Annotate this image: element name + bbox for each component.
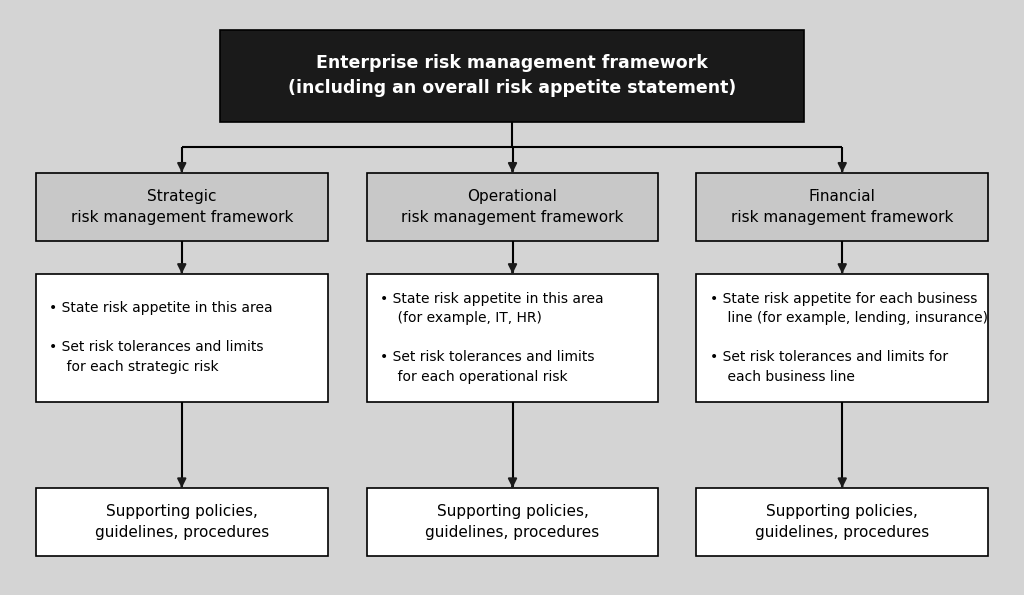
Text: • State risk appetite in this area
    (for example, IT, HR)

• Set risk toleran: • State risk appetite in this area (for … [380, 292, 603, 384]
Text: Operational
risk management framework: Operational risk management framework [401, 189, 624, 225]
Bar [696, 274, 988, 402]
Text: Supporting policies,
guidelines, procedures: Supporting policies, guidelines, procedu… [94, 504, 269, 540]
Text: Enterprise risk management framework
(including an overall risk appetite stateme: Enterprise risk management framework (in… [288, 54, 736, 98]
Text: Supporting policies,
guidelines, procedures: Supporting policies, guidelines, procedu… [755, 504, 930, 540]
Text: • State risk appetite in this area

• Set risk tolerances and limits
    for eac: • State risk appetite in this area • Set… [49, 302, 272, 374]
Bar [367, 274, 658, 402]
Bar [36, 274, 328, 402]
Bar [367, 488, 658, 556]
Bar [367, 173, 658, 241]
Bar [696, 488, 988, 556]
Bar [36, 488, 328, 556]
Bar [220, 30, 804, 122]
Bar [696, 173, 988, 241]
Bar [36, 173, 328, 241]
Text: Financial
risk management framework: Financial risk management framework [731, 189, 953, 225]
Text: • State risk appetite for each business
    line (for example, lending, insuranc: • State risk appetite for each business … [710, 292, 987, 384]
Text: Supporting policies,
guidelines, procedures: Supporting policies, guidelines, procedu… [425, 504, 600, 540]
Text: Strategic
risk management framework: Strategic risk management framework [71, 189, 293, 225]
